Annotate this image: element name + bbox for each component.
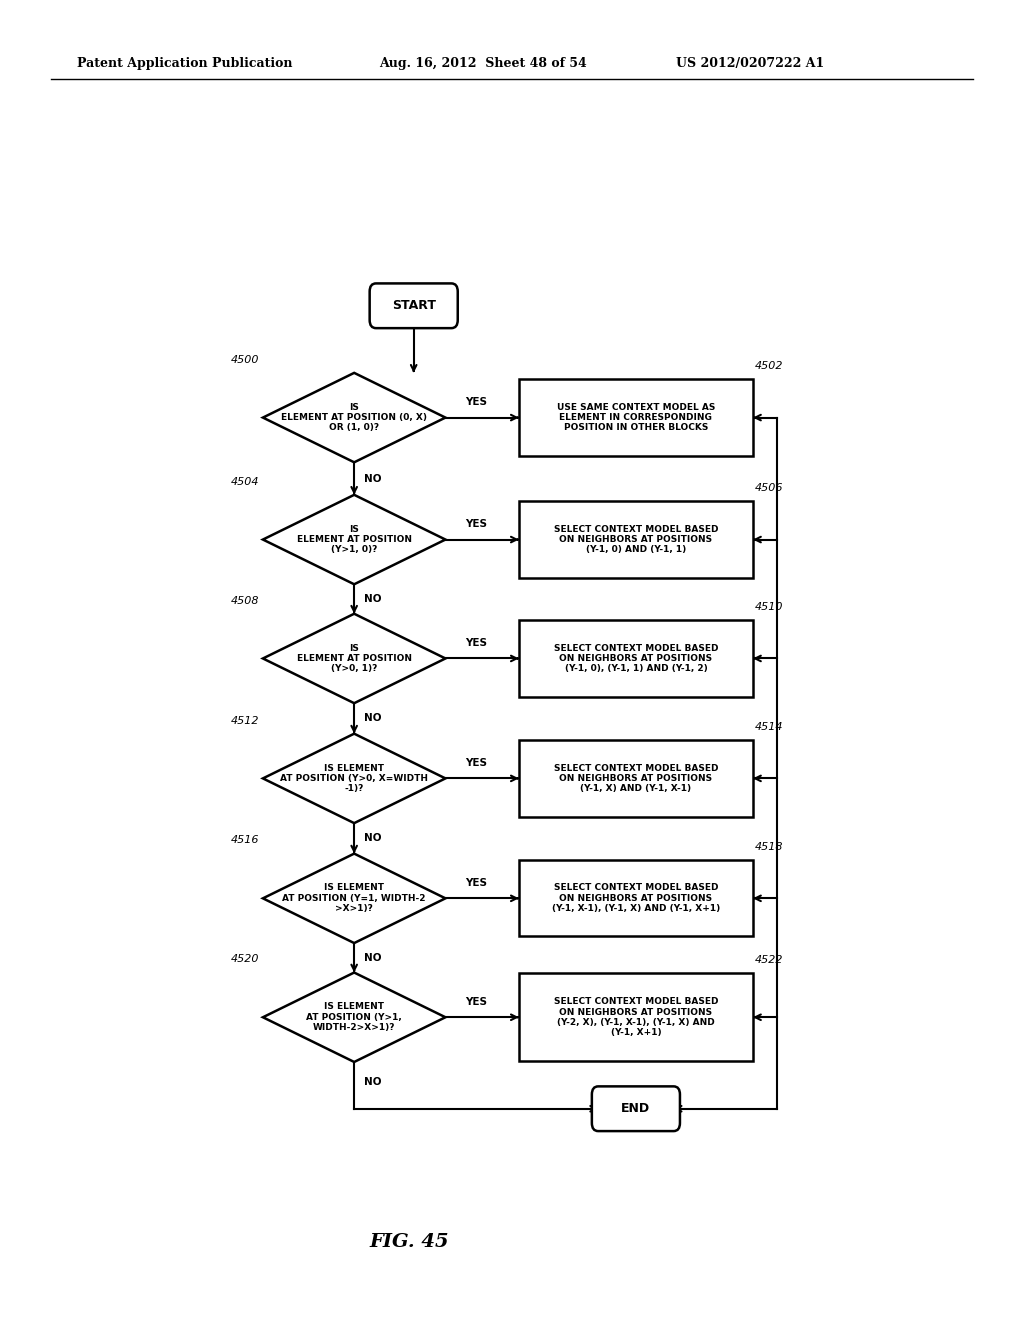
Bar xyxy=(519,379,753,455)
Text: SELECT CONTEXT MODEL BASED
ON NEIGHBORS AT POSITIONS
(Y-1, 0), (Y-1, 1) AND (Y-1: SELECT CONTEXT MODEL BASED ON NEIGHBORS … xyxy=(554,644,718,673)
Text: NO: NO xyxy=(364,833,381,843)
Text: START: START xyxy=(392,300,435,313)
Text: USE SAME CONTEXT MODEL AS
ELEMENT IN CORRESPONDING
POSITION IN OTHER BLOCKS: USE SAME CONTEXT MODEL AS ELEMENT IN COR… xyxy=(557,403,715,433)
Text: IS ELEMENT
AT POSITION (Y>0, X=WIDTH
-1)?: IS ELEMENT AT POSITION (Y>0, X=WIDTH -1)… xyxy=(281,763,428,793)
Text: NO: NO xyxy=(364,474,381,483)
Text: NO: NO xyxy=(364,953,381,962)
Text: NO: NO xyxy=(364,594,381,605)
Polygon shape xyxy=(263,854,445,942)
Text: US 2012/0207222 A1: US 2012/0207222 A1 xyxy=(676,57,824,70)
Text: FIG. 45: FIG. 45 xyxy=(370,1233,450,1251)
FancyBboxPatch shape xyxy=(370,284,458,329)
Text: Aug. 16, 2012  Sheet 48 of 54: Aug. 16, 2012 Sheet 48 of 54 xyxy=(379,57,587,70)
Text: SELECT CONTEXT MODEL BASED
ON NEIGHBORS AT POSITIONS
(Y-1, 0) AND (Y-1, 1): SELECT CONTEXT MODEL BASED ON NEIGHBORS … xyxy=(554,524,718,554)
Text: 4516: 4516 xyxy=(230,836,259,846)
Text: 4512: 4512 xyxy=(230,715,259,726)
Text: IS
ELEMENT AT POSITION
(Y>0, 1)?: IS ELEMENT AT POSITION (Y>0, 1)? xyxy=(297,644,412,673)
Bar xyxy=(519,502,753,578)
Text: END: END xyxy=(622,1102,650,1115)
Text: 4514: 4514 xyxy=(755,722,783,733)
Text: IS
ELEMENT AT POSITION
(Y>1, 0)?: IS ELEMENT AT POSITION (Y>1, 0)? xyxy=(297,524,412,554)
Text: IS ELEMENT
AT POSITION (Y>1,
WIDTH-2>X>1)?: IS ELEMENT AT POSITION (Y>1, WIDTH-2>X>1… xyxy=(306,1002,402,1032)
Text: SELECT CONTEXT MODEL BASED
ON NEIGHBORS AT POSITIONS
(Y-2, X), (Y-1, X-1), (Y-1,: SELECT CONTEXT MODEL BASED ON NEIGHBORS … xyxy=(554,997,718,1038)
Polygon shape xyxy=(263,734,445,824)
Bar xyxy=(519,973,753,1061)
Text: YES: YES xyxy=(465,639,487,648)
Text: IS
ELEMENT AT POSITION (0, X)
OR (1, 0)?: IS ELEMENT AT POSITION (0, X) OR (1, 0)? xyxy=(282,403,427,433)
Text: YES: YES xyxy=(465,758,487,768)
Text: 4518: 4518 xyxy=(755,842,783,853)
Text: NO: NO xyxy=(364,713,381,723)
Bar xyxy=(519,861,753,936)
FancyBboxPatch shape xyxy=(592,1086,680,1131)
Polygon shape xyxy=(263,973,445,1063)
Polygon shape xyxy=(263,372,445,462)
Bar xyxy=(519,620,753,697)
Text: SELECT CONTEXT MODEL BASED
ON NEIGHBORS AT POSITIONS
(Y-1, X-1), (Y-1, X) AND (Y: SELECT CONTEXT MODEL BASED ON NEIGHBORS … xyxy=(552,883,720,913)
Text: 4508: 4508 xyxy=(230,595,259,606)
Text: IS ELEMENT
AT POSITION (Y=1, WIDTH-2
>X>1)?: IS ELEMENT AT POSITION (Y=1, WIDTH-2 >X>… xyxy=(283,883,426,913)
Text: YES: YES xyxy=(465,997,487,1007)
Text: 4502: 4502 xyxy=(755,362,783,371)
Polygon shape xyxy=(263,614,445,704)
Text: YES: YES xyxy=(465,397,487,408)
Text: 4520: 4520 xyxy=(230,954,259,965)
Text: 4510: 4510 xyxy=(755,602,783,612)
Text: YES: YES xyxy=(465,519,487,529)
Text: 4504: 4504 xyxy=(230,477,259,487)
Text: NO: NO xyxy=(364,1077,381,1088)
Text: 4522: 4522 xyxy=(755,956,783,965)
Text: Patent Application Publication: Patent Application Publication xyxy=(77,57,292,70)
Polygon shape xyxy=(263,495,445,585)
Text: SELECT CONTEXT MODEL BASED
ON NEIGHBORS AT POSITIONS
(Y-1, X) AND (Y-1, X-1): SELECT CONTEXT MODEL BASED ON NEIGHBORS … xyxy=(554,763,718,793)
Bar xyxy=(519,741,753,817)
Text: YES: YES xyxy=(465,878,487,888)
Text: 4506: 4506 xyxy=(755,483,783,494)
Text: 4500: 4500 xyxy=(230,355,259,364)
